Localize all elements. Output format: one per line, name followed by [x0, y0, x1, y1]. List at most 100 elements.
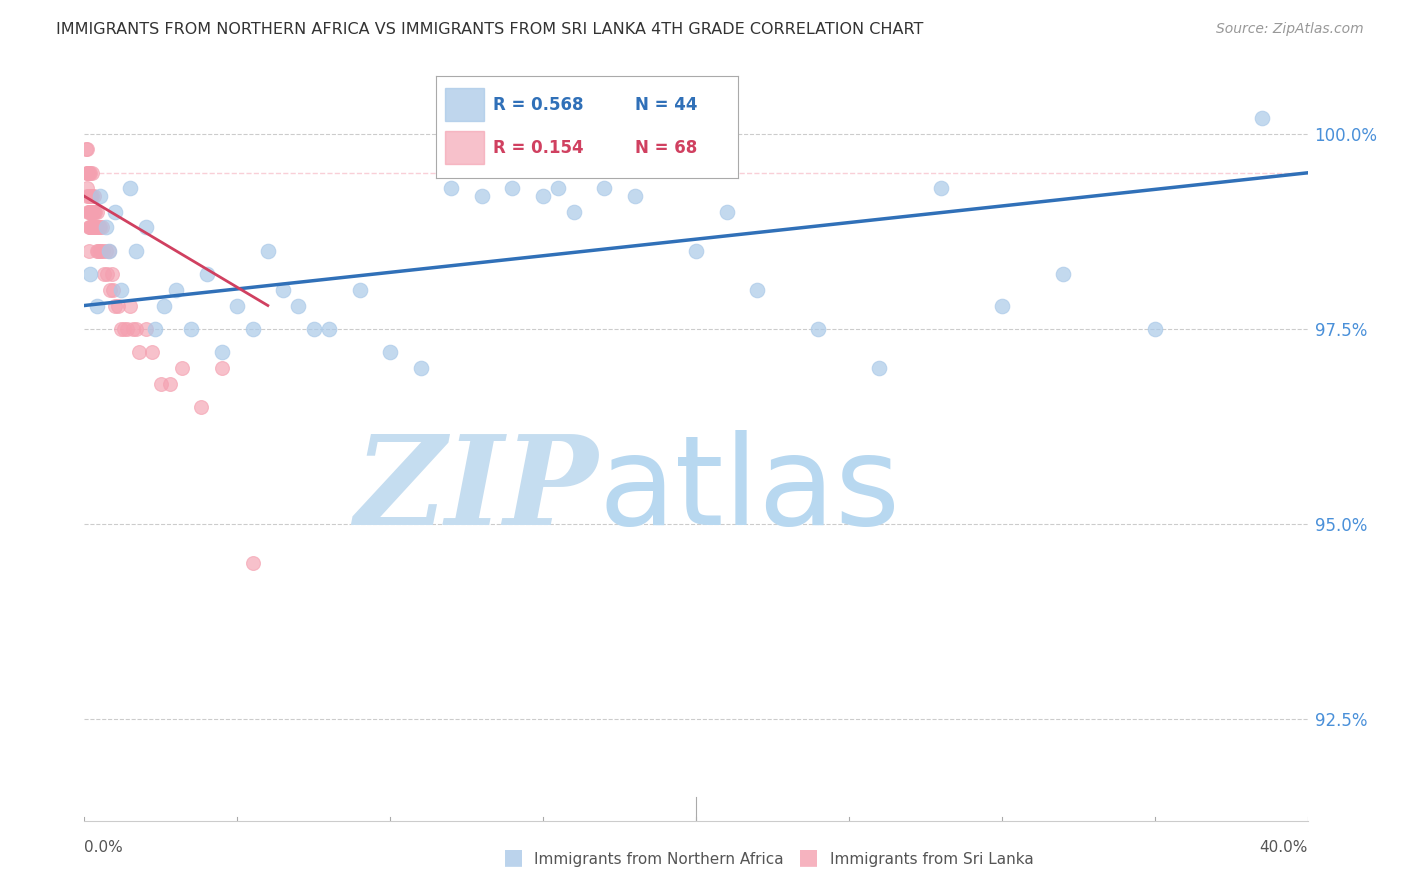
- Point: [86, 204, 108, 219]
- Point: [80, 220, 103, 235]
- Point: [86, 299, 108, 313]
- Point: [869, 360, 891, 375]
- Point: [747, 283, 769, 297]
- Point: [77, 204, 100, 219]
- Point: [287, 299, 309, 313]
- Point: [86, 244, 108, 258]
- Point: [624, 189, 647, 203]
- Point: [89, 244, 111, 258]
- Point: [76, 189, 98, 203]
- Point: [76, 181, 98, 195]
- Point: [271, 283, 294, 297]
- Point: [94, 220, 117, 235]
- Point: [79, 166, 101, 180]
- Text: Immigrants from Sri Lanka: Immigrants from Sri Lanka: [830, 852, 1033, 867]
- Point: [77, 166, 100, 180]
- Point: [80, 166, 103, 180]
- Point: [110, 283, 132, 297]
- Point: [135, 322, 157, 336]
- Point: [471, 189, 494, 203]
- Point: [87, 220, 110, 235]
- Bar: [444, 131, 484, 164]
- Point: [929, 181, 952, 195]
- Point: [83, 204, 105, 219]
- Point: [180, 322, 202, 336]
- Point: [107, 299, 129, 313]
- Point: [98, 283, 121, 297]
- Point: [122, 322, 145, 336]
- Point: [84, 204, 107, 219]
- Text: ■: ■: [799, 847, 818, 867]
- Point: [79, 189, 101, 203]
- Point: [115, 322, 138, 336]
- Point: [83, 189, 105, 203]
- Point: [242, 322, 264, 336]
- Point: [104, 299, 127, 313]
- Point: [91, 244, 114, 258]
- Point: [80, 189, 103, 203]
- Text: Immigrants from Northern Africa: Immigrants from Northern Africa: [534, 852, 785, 867]
- Point: [110, 322, 132, 336]
- Point: [211, 345, 233, 359]
- Point: [125, 322, 148, 336]
- Point: [547, 181, 569, 195]
- Point: [112, 322, 135, 336]
- Point: [172, 360, 194, 375]
- Point: [318, 322, 340, 336]
- Point: [77, 220, 100, 235]
- Point: [90, 244, 112, 258]
- Point: [77, 166, 100, 180]
- Point: [80, 204, 103, 219]
- Point: [89, 189, 111, 203]
- Point: [83, 220, 105, 235]
- Point: [128, 345, 150, 359]
- Point: [242, 556, 264, 570]
- Point: [79, 204, 101, 219]
- Point: [104, 204, 127, 219]
- Point: [807, 322, 830, 336]
- Point: [84, 220, 107, 235]
- Bar: [444, 88, 484, 121]
- Point: [502, 181, 524, 195]
- Point: [159, 376, 181, 391]
- Text: ■: ■: [503, 847, 523, 867]
- Point: [120, 181, 142, 195]
- Point: [89, 220, 111, 235]
- Point: [96, 268, 118, 282]
- Point: [79, 189, 101, 203]
- Point: [195, 268, 218, 282]
- Point: [76, 142, 98, 156]
- Point: [1250, 111, 1272, 125]
- Point: [190, 400, 212, 414]
- Point: [79, 220, 101, 235]
- Point: [211, 360, 233, 375]
- Point: [94, 244, 117, 258]
- Point: [97, 244, 120, 258]
- Point: [79, 204, 101, 219]
- Point: [531, 189, 554, 203]
- Point: [76, 166, 98, 180]
- Point: [143, 322, 166, 336]
- Point: [257, 244, 280, 258]
- Point: [562, 204, 585, 219]
- Point: [149, 376, 172, 391]
- Point: [165, 283, 187, 297]
- Point: [991, 299, 1014, 313]
- Point: [409, 360, 432, 375]
- Point: [77, 189, 100, 203]
- Text: R = 0.154: R = 0.154: [494, 138, 583, 157]
- Point: [141, 345, 163, 359]
- Point: [440, 181, 463, 195]
- Point: [97, 244, 120, 258]
- Text: ZIP: ZIP: [354, 430, 598, 552]
- Point: [135, 220, 157, 235]
- Text: R = 0.568: R = 0.568: [494, 95, 583, 113]
- Text: N = 44: N = 44: [636, 95, 697, 113]
- Point: [302, 322, 325, 336]
- Point: [101, 268, 124, 282]
- Point: [1052, 268, 1074, 282]
- Point: [82, 204, 104, 219]
- Point: [125, 244, 148, 258]
- Text: N = 68: N = 68: [636, 138, 697, 157]
- Point: [93, 268, 115, 282]
